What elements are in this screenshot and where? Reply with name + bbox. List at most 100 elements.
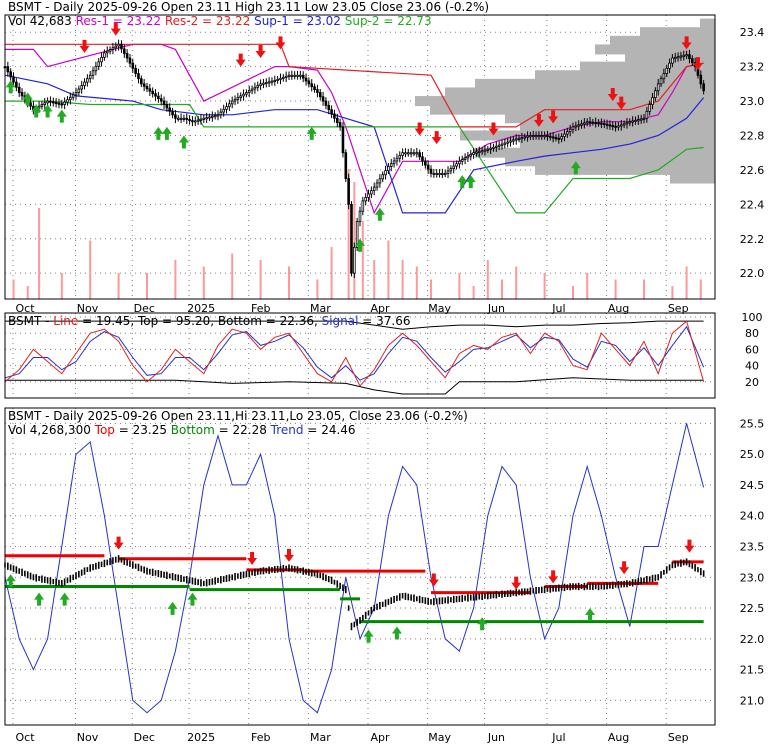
volume-bar [458,273,461,299]
price-panel: 23.4 23.2 23.0 22.8 22.6 22.4 22.2 22.0 Oct Nov D… [3,0,765,315]
candle-body [492,146,495,149]
volume-bar [259,260,262,299]
y-tick-label: 22.0 [740,267,765,280]
x-tick-label: Jun [487,731,505,744]
volume-bar [174,260,177,299]
candle-body [517,137,521,140]
candle-body [310,83,314,88]
candle-body [597,122,600,125]
candle-body [699,74,703,85]
candle-body [344,152,348,179]
volume-bar [387,240,390,299]
candle-body [321,96,325,102]
candle-body [611,125,615,128]
candle-body [267,81,271,84]
volume-bar [699,279,702,299]
candle-body [475,151,478,154]
candle-body [97,61,101,67]
volume-bar [361,221,364,299]
volume-bar [353,182,356,299]
candle-body [122,48,126,54]
candle-body [63,101,66,105]
candle-body [688,54,691,60]
candle-body [71,94,75,98]
sell-arrow [428,573,439,587]
candle-body [685,54,688,57]
candle-body [435,172,438,175]
y-tick-label: 22.4 [740,198,765,211]
volume-bar [515,266,518,299]
candle-body [500,143,504,146]
candle-body [88,74,92,80]
candle-body [185,117,189,120]
candle-body [370,190,373,195]
sell-arrow [511,576,522,590]
candle-body [659,78,663,85]
volume-bar [347,169,350,299]
buy-arrow [477,617,488,631]
candle-body [46,100,49,104]
candle-body [100,56,103,63]
candle-body [236,97,240,100]
buy-arrow [585,608,596,622]
y-tick-label: 23.4 [740,26,765,39]
candle-body [387,166,390,171]
candle-body [418,152,421,158]
candle-body [120,43,123,50]
profile-bar [520,139,715,150]
candle-body [140,78,143,85]
volume-bar [373,260,376,299]
candle-body [327,104,331,111]
candle-body [211,115,214,118]
buy-arrow [374,207,385,221]
candle-body [665,67,669,74]
x-tick-label: Aug [608,731,629,744]
sell-arrow [113,536,124,550]
candle-body [245,92,248,95]
candle-body [358,210,362,222]
volume-bar [146,273,148,299]
buy-arrow [355,238,365,252]
candle-body [514,138,518,141]
buy-arrow [22,92,33,106]
candle-body [174,114,177,119]
candle-body [148,88,152,92]
candle-body [117,43,120,47]
volume-bar [472,286,475,299]
candle-body [580,123,583,126]
y-tick-label: 22.0 [740,633,765,646]
candle-body [324,100,328,106]
candle-body [77,88,81,93]
profile-bar [475,78,715,89]
candle-body [208,116,211,119]
candle-body [585,121,589,124]
candle-body [86,78,89,83]
trend-line [4,423,705,714]
x-tick-label: May [428,731,451,744]
candle-body [529,135,532,138]
y-tick-label: 25.5 [740,417,765,430]
candle-body [74,92,78,96]
candle-body [43,102,47,105]
candle-body [668,62,671,69]
volume-bar [117,273,120,299]
candle-body [353,246,356,274]
candle-body [429,168,433,174]
candle-body [304,77,308,82]
candle-body [568,128,572,133]
candle-body [523,136,527,139]
candle-body [441,172,444,175]
candle-body [191,120,194,123]
buy-arrow [5,574,16,588]
volume-bar [671,286,674,299]
profile-bar [535,164,715,175]
top-line [5,320,704,330]
y-tick-label: 22.5 [740,602,765,615]
volume-bar [543,273,546,299]
y-tick-label: 22.2 [740,233,765,246]
candle-body [551,136,555,139]
y-tick-label: 20 [745,376,759,389]
candle-body [415,152,419,155]
candle-body [273,80,277,83]
